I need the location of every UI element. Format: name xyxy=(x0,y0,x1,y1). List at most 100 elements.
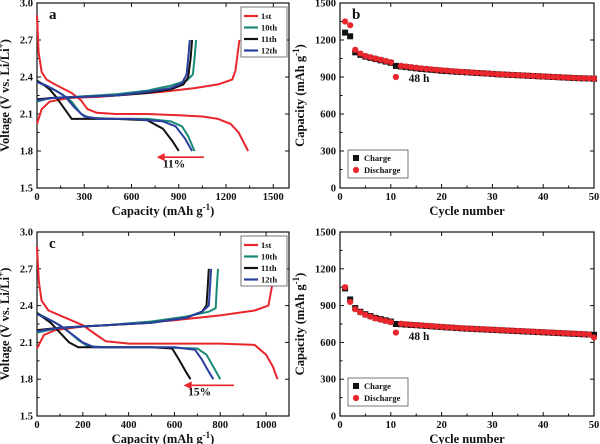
x-axis-label: Capacity (mAh g-1) xyxy=(112,202,215,218)
curve-11th-charge xyxy=(36,39,194,101)
legend-box xyxy=(347,377,409,407)
y-tick-label: 600 xyxy=(320,110,336,121)
curve-1st-charge xyxy=(36,39,241,125)
y-tick-label: 1.8 xyxy=(20,147,33,158)
y-tick-label: 3.0 xyxy=(20,0,33,10)
charge-point xyxy=(392,321,399,327)
legend-label: 10th xyxy=(261,252,277,262)
x-tick-label: 1000 xyxy=(256,420,277,431)
discharge-point xyxy=(590,75,598,82)
x-tick-label: 0 xyxy=(337,192,342,203)
charge-point xyxy=(392,62,399,69)
legend-label: Discharge xyxy=(364,165,401,175)
discharge-point xyxy=(509,327,516,334)
y-tick-label: 300 xyxy=(320,375,336,386)
discharge-point xyxy=(433,66,440,73)
curve-10th-charge xyxy=(36,268,219,334)
discharge-point xyxy=(560,329,567,337)
x-tick-label: 20 xyxy=(436,420,447,431)
x-tick-label: 600 xyxy=(124,192,140,203)
discharge-point xyxy=(402,63,410,70)
y-tick-label: 900 xyxy=(320,73,336,84)
discharge-point xyxy=(423,322,430,329)
rest-annotation: 48 h xyxy=(409,331,430,343)
discharge-point xyxy=(519,328,526,335)
y-tick-label: 2.4 xyxy=(20,301,34,312)
discharge-point xyxy=(484,70,491,77)
discharge-point xyxy=(458,68,466,75)
discharge-point xyxy=(489,70,496,77)
discharge-point xyxy=(585,331,593,338)
x-tick-label: 30 xyxy=(487,192,498,203)
discharge-point xyxy=(555,329,562,336)
capacity-loss-annotation: 11% xyxy=(163,158,185,170)
discharge-point xyxy=(382,57,389,65)
discharge-point xyxy=(519,72,526,79)
discharge-point xyxy=(463,325,471,332)
y-tick-label: 2.4 xyxy=(20,73,34,84)
discharge-point xyxy=(443,324,450,331)
curve-12th-discharge xyxy=(36,80,193,152)
discharge-point xyxy=(529,328,537,335)
legend-label: 12th xyxy=(261,275,277,285)
discharge-point xyxy=(408,321,415,328)
discharge-point xyxy=(489,326,496,333)
discharge-point xyxy=(509,71,516,79)
discharge-point xyxy=(499,327,506,334)
panel-label: b xyxy=(352,7,360,23)
x-tick-label: 0 xyxy=(34,192,39,203)
x-tick-label: 50 xyxy=(589,192,600,203)
legend-charge-marker xyxy=(353,155,359,161)
discharge-point xyxy=(357,50,364,57)
y-tick-label: 3.0 xyxy=(20,228,33,239)
chart-panel-c: 0 200 400 600 800 1000 1.5 1.8 2.1 2.4 2.7 3.0 Capac… xyxy=(0,228,290,444)
y-tick-label: 1.5 xyxy=(20,412,33,423)
discharge-point xyxy=(413,64,420,71)
y-axis-label: Capacity (mAh g-1) xyxy=(291,273,307,376)
curve-1st-discharge xyxy=(36,246,279,380)
discharge-point xyxy=(428,66,435,73)
y-tick-label: 600 xyxy=(320,338,336,349)
y-tick-label: 0 xyxy=(331,412,336,423)
legend-label: 1st xyxy=(261,11,272,21)
discharge-point xyxy=(372,55,379,62)
legend-charge-marker xyxy=(353,383,359,389)
x-tick-label: 0 xyxy=(34,420,39,431)
charge-point xyxy=(347,33,354,40)
x-tick-label: 50 xyxy=(589,420,600,431)
discharge-point xyxy=(575,75,582,82)
discharge-point xyxy=(423,65,430,72)
discharge-point xyxy=(545,73,552,80)
discharge-point xyxy=(479,70,486,77)
y-axis-label: Voltage (V vs. Li/Li+) xyxy=(0,39,12,152)
legend-label: 11th xyxy=(261,263,277,273)
discharge-point xyxy=(402,321,410,328)
legend-discharge-marker xyxy=(352,166,360,174)
capacity-loss-annotation: 15% xyxy=(188,386,211,398)
discharge-point xyxy=(453,324,460,331)
curve-11th-charge xyxy=(36,268,210,332)
y-tick-label: 1500 xyxy=(315,228,336,239)
discharge-point xyxy=(575,330,582,337)
discharge-point xyxy=(443,67,450,74)
x-tick-label: 40 xyxy=(538,192,549,203)
discharge-point xyxy=(529,72,537,79)
y-tick-label: 1200 xyxy=(315,36,336,47)
discharge-point xyxy=(494,326,501,333)
curve-1st-charge xyxy=(36,268,277,349)
discharge-point xyxy=(535,328,542,335)
discharge-point xyxy=(372,315,379,322)
panel-label: c xyxy=(49,236,56,252)
discharge-point xyxy=(352,306,359,313)
y-tick-label: 1.5 xyxy=(20,184,33,195)
discharge-point xyxy=(565,74,572,81)
x-tick-label: 40 xyxy=(538,420,549,431)
panel-label: a xyxy=(49,7,57,23)
curve-12th-discharge xyxy=(36,313,215,380)
y-axis-label: Capacity (mAh g-1) xyxy=(291,44,307,147)
discharge-point xyxy=(514,327,521,334)
discharge-point xyxy=(504,327,511,334)
discharge-point xyxy=(474,325,481,333)
discharge-point xyxy=(392,73,399,81)
